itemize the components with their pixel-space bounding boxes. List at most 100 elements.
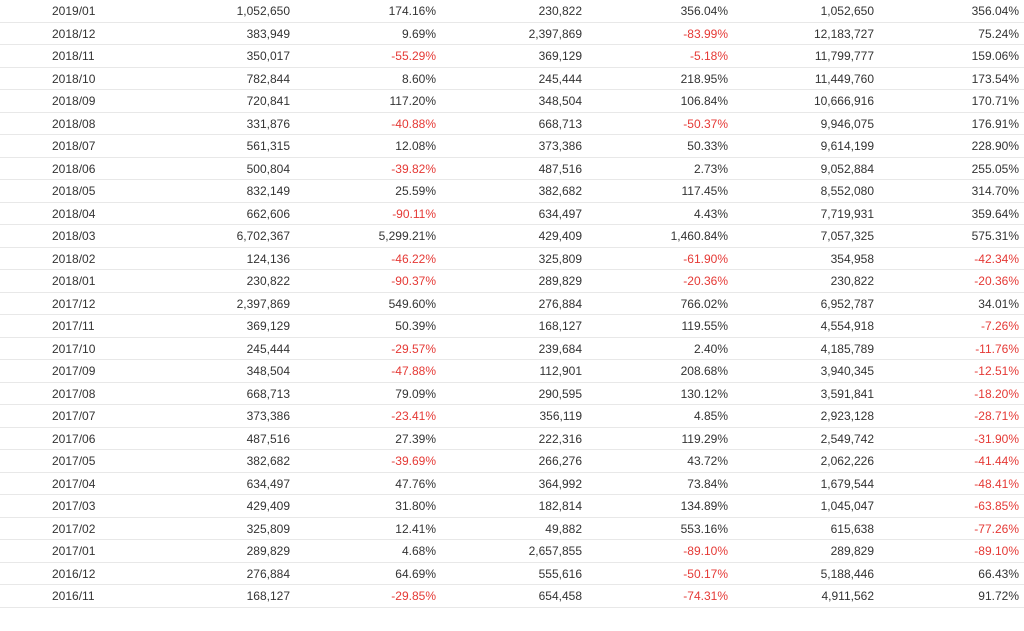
cumulative-change-cell: 173.54% bbox=[971, 71, 1019, 86]
value-a-cell: 720,841 bbox=[246, 94, 290, 108]
month-cell: 2017/01 bbox=[52, 544, 96, 558]
table-row: 2018/04 662,606 -90.11% 634,497 4.43% 7,719,9… bbox=[0, 203, 1024, 225]
cumulative-cell: 6,952,787 bbox=[820, 296, 874, 311]
cumulative-cell: 11,799,777 bbox=[814, 49, 874, 63]
table-row: 2017/07 373,386 -23.41% 356,119 4.85% 2,923,1… bbox=[0, 405, 1024, 428]
value-a-cell: 325,809 bbox=[246, 521, 290, 536]
value-b-cell: 2,397,869 bbox=[528, 26, 582, 41]
table-row: 2017/12 2,397,869 549.60% 276,884 766.02% 6,9… bbox=[0, 293, 1024, 315]
table-row: 2017/10 245,444 -29.57% 239,684 2.40% 4,185,7… bbox=[0, 338, 1024, 360]
value-b-cell: 356,119 bbox=[539, 409, 583, 423]
change-b-cell: 4.85% bbox=[693, 409, 728, 423]
change-b-cell: 119.29% bbox=[681, 431, 728, 446]
change-b-cell: 208.68% bbox=[680, 364, 728, 378]
change-a-cell: 5,299.21% bbox=[378, 229, 436, 243]
month-cell: 2018/05 bbox=[52, 184, 96, 198]
cumulative-cell: 4,554,918 bbox=[820, 319, 874, 333]
month-cell: 2018/08 bbox=[52, 116, 96, 131]
value-a-cell: 230,822 bbox=[246, 274, 290, 288]
change-b-cell: 130.12% bbox=[680, 386, 728, 401]
cumulative-change-cell: -42.34% bbox=[974, 251, 1019, 266]
table-row: 2018/12 383,949 9.69% 2,397,869 -83.99% 12,18… bbox=[0, 23, 1024, 45]
value-a-cell: 668,713 bbox=[246, 386, 290, 401]
value-a-cell: 383,949 bbox=[246, 26, 290, 41]
value-a-cell: 350,017 bbox=[246, 49, 290, 63]
cumulative-change-cell: 575.31% bbox=[971, 229, 1019, 243]
change-a-cell: -90.11% bbox=[392, 206, 436, 221]
table-row: 2018/01 230,822 -90.37% 289,829 -20.36% 230,8… bbox=[0, 270, 1024, 293]
table-row: 2017/01 289,829 4.68% 2,657,855 -89.10% 289,8… bbox=[0, 540, 1024, 563]
change-a-cell: -47.88% bbox=[391, 364, 436, 378]
month-cell: 2017/04 bbox=[52, 476, 96, 491]
change-b-cell: -61.90% bbox=[683, 251, 728, 266]
change-a-cell: 4.68% bbox=[401, 544, 436, 558]
table-row: 2018/06 500,804 -39.82% 487,516 2.73% 9,052,8… bbox=[0, 158, 1024, 180]
change-a-cell: 64.69% bbox=[395, 566, 436, 581]
month-cell: 2017/08 bbox=[52, 386, 96, 401]
change-b-cell: 119.55% bbox=[681, 319, 728, 333]
cumulative-change-cell: 228.90% bbox=[971, 139, 1019, 153]
value-b-cell: 634,497 bbox=[538, 206, 582, 221]
change-b-cell: -83.99% bbox=[683, 26, 728, 41]
value-b-cell: 222,316 bbox=[538, 431, 582, 446]
change-b-cell: 218.95% bbox=[680, 71, 728, 86]
cumulative-cell: 2,923,128 bbox=[820, 409, 874, 423]
change-b-cell: 106.84% bbox=[680, 94, 728, 108]
cumulative-change-cell: -63.85% bbox=[974, 499, 1019, 513]
change-a-cell: 50.39% bbox=[395, 319, 436, 333]
change-b-cell: 43.72% bbox=[687, 454, 728, 468]
value-b-cell: 182,814 bbox=[538, 499, 582, 513]
change-a-cell: 27.39% bbox=[395, 431, 436, 446]
change-b-cell: 1,460.84% bbox=[670, 229, 728, 243]
cumulative-change-cell: 34.01% bbox=[978, 296, 1019, 311]
table-row: 2017/03 429,409 31.80% 182,814 134.89% 1,045,… bbox=[0, 495, 1024, 518]
value-a-cell: 331,876 bbox=[246, 116, 290, 131]
change-b-cell: -20.36% bbox=[683, 274, 728, 288]
cumulative-cell: 9,052,884 bbox=[820, 161, 874, 176]
month-cell: 2018/07 bbox=[52, 139, 96, 153]
cumulative-cell: 3,591,841 bbox=[820, 386, 874, 401]
table-row: 2019/01 1,052,650 174.16% 230,822 356.04% 1,0… bbox=[0, 0, 1024, 23]
value-b-cell: 168,127 bbox=[538, 319, 582, 333]
value-b-cell: 266,276 bbox=[538, 454, 582, 468]
value-b-cell: 555,616 bbox=[538, 566, 582, 581]
cumulative-change-cell: 255.05% bbox=[971, 161, 1019, 176]
value-b-cell: 239,684 bbox=[538, 341, 582, 356]
table-row: 2018/03 6,702,367 5,299.21% 429,409 1,460.84… bbox=[0, 225, 1024, 248]
value-b-cell: 382,682 bbox=[538, 184, 582, 198]
table-row: 2017/08 668,713 79.09% 290,595 130.12% 3,591,… bbox=[0, 383, 1024, 405]
change-b-cell: 50.33% bbox=[687, 139, 728, 153]
cumulative-cell: 9,614,199 bbox=[820, 139, 874, 153]
cumulative-cell: 230,822 bbox=[830, 274, 874, 288]
value-b-cell: 289,829 bbox=[538, 274, 582, 288]
cumulative-change-cell: -89.10% bbox=[974, 544, 1019, 558]
month-cell: 2018/11 bbox=[52, 49, 95, 63]
cumulative-change-cell: -12.51% bbox=[974, 364, 1019, 378]
month-cell: 2018/04 bbox=[52, 206, 96, 221]
change-a-cell: -90.37% bbox=[391, 274, 436, 288]
change-a-cell: 12.08% bbox=[395, 139, 436, 153]
table-row: 2018/02 124,136 -46.22% 325,809 -61.90% 354,9… bbox=[0, 248, 1024, 270]
value-b-cell: 325,809 bbox=[538, 251, 582, 266]
table-row: 2017/02 325,809 12.41% 49,882 553.16% 615,638… bbox=[0, 518, 1024, 540]
change-b-cell: 134.89% bbox=[680, 499, 728, 513]
cumulative-change-cell: 170.71% bbox=[971, 94, 1019, 108]
change-a-cell: 174.16% bbox=[388, 4, 436, 18]
change-a-cell: -29.85% bbox=[391, 589, 436, 603]
cumulative-change-cell: -18.20% bbox=[974, 386, 1019, 401]
change-a-cell: 25.59% bbox=[395, 184, 436, 198]
change-a-cell: 47.76% bbox=[395, 476, 436, 491]
value-a-cell: 289,829 bbox=[246, 544, 290, 558]
cumulative-change-cell: -48.41% bbox=[974, 476, 1019, 491]
month-cell: 2017/07 bbox=[52, 409, 96, 423]
value-a-cell: 373,386 bbox=[246, 409, 290, 423]
cumulative-cell: 1,052,650 bbox=[820, 4, 874, 18]
month-cell: 2018/09 bbox=[52, 94, 96, 108]
month-cell: 2019/01 bbox=[52, 4, 96, 18]
table-row: 2017/11 369,129 50.39% 168,127 119.55% 4,554,… bbox=[0, 315, 1024, 338]
change-b-cell: -89.10% bbox=[683, 544, 728, 558]
cumulative-cell: 2,549,742 bbox=[820, 431, 874, 446]
month-cell: 2018/03 bbox=[52, 229, 96, 243]
value-b-cell: 668,713 bbox=[538, 116, 582, 131]
cumulative-change-cell: -31.90% bbox=[974, 431, 1019, 446]
